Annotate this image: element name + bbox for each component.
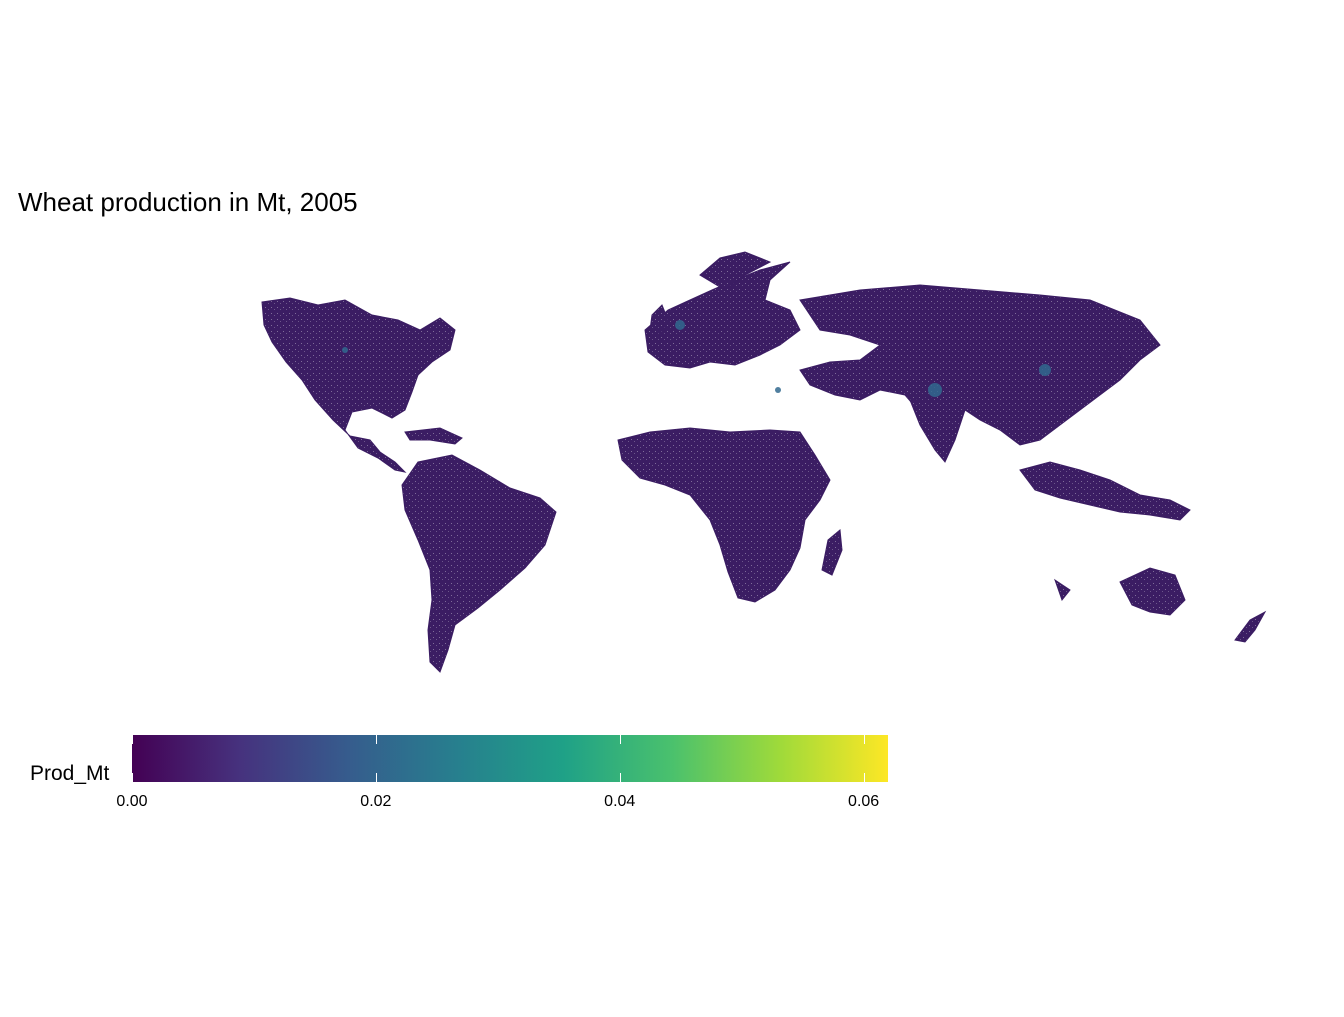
colorbar-tick-label: 0.04 — [604, 793, 636, 810]
colorbar-tick-top — [132, 735, 133, 744]
colorbar-tick-top — [864, 735, 865, 744]
hotspot-egypt — [775, 387, 781, 393]
landmass-asia — [799, 284, 1161, 457]
landmass-india — [909, 394, 966, 463]
landmass-japan — [1104, 344, 1123, 380]
landmass-britain — [649, 304, 669, 336]
landmass-south-america — [401, 454, 557, 673]
landmass-africa — [617, 427, 831, 603]
landmass-caribbean — [404, 427, 463, 445]
colorbar — [132, 735, 888, 782]
landmass-australia — [1119, 567, 1186, 616]
landmass-new-zealand — [1234, 610, 1267, 643]
map-title: Wheat production in Mt, 2005 — [18, 187, 358, 217]
colorbar-tick-bottom — [620, 773, 621, 782]
production-hotspots — [342, 320, 1051, 397]
land-cells — [261, 251, 1267, 673]
colorbar-tick-label: 0.02 — [360, 793, 392, 810]
colorbar-tick-top — [620, 735, 621, 744]
colorbar-tick-label: 0.00 — [116, 793, 148, 810]
hotspot-us — [342, 347, 348, 353]
hotspot-europe — [675, 320, 685, 330]
landmass-scandinavia — [699, 251, 772, 291]
colorbar-tick-bottom — [376, 773, 377, 782]
colorbar-tick-bottom — [864, 773, 865, 782]
colorbar-tick-top — [376, 735, 377, 744]
landmass-southeast-asia — [1019, 461, 1191, 521]
landmass-madagascar — [821, 529, 843, 576]
legend-title: Prod_Mt — [30, 762, 110, 785]
colorbar-tick-bottom — [132, 773, 133, 782]
landmass-europe — [644, 261, 801, 369]
hotspot-india — [928, 383, 942, 397]
landmass-small-islands — [1054, 578, 1071, 602]
hotspot-china — [1039, 364, 1051, 376]
landmass-north-america — [261, 297, 456, 473]
colorbar-tick-label: 0.06 — [848, 793, 880, 810]
